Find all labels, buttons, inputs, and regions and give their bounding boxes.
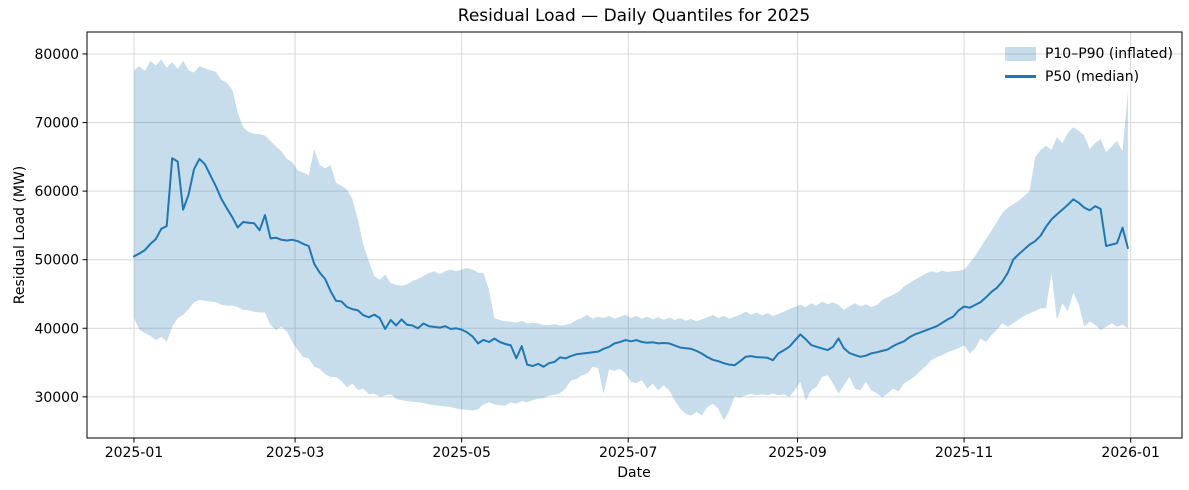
x-tick-label: 2025-11	[935, 445, 994, 461]
y-tick-label: 50000	[34, 253, 79, 269]
y-tick-label: 80000	[34, 47, 79, 63]
y-tick-label: 70000	[34, 116, 79, 132]
chart-title: Residual Load — Daily Quantiles for 2025	[457, 6, 811, 26]
plot-border	[86, 31, 1183, 439]
median-line	[133, 157, 1129, 368]
legend-item-band: P10–P90 (inflated)	[1004, 45, 1173, 62]
y-tick-label: 60000	[34, 184, 79, 200]
quantile-band	[134, 59, 1128, 421]
x-tick-label: 2025-03	[266, 445, 325, 461]
y-axis-label: Residual Load (MW)	[12, 165, 28, 305]
band-swatch	[1004, 46, 1036, 61]
line-swatch	[1004, 75, 1036, 78]
x-tick-label: 2025-01	[105, 445, 164, 461]
y-tick-label: 30000	[34, 390, 79, 406]
legend: P10–P90 (inflated) P50 (median)	[1004, 45, 1173, 85]
legend-label-band: P10–P90 (inflated)	[1044, 45, 1173, 62]
legend-label-median: P50 (median)	[1044, 68, 1140, 85]
x-axis-label: Date	[617, 465, 651, 481]
x-tick-label: 2025-09	[768, 445, 827, 461]
x-tick-label: 2025-05	[432, 445, 491, 461]
x-tick-label: 2025-07	[599, 445, 658, 461]
legend-item-median: P50 (median)	[1004, 68, 1173, 85]
y-tick-label: 40000	[34, 321, 79, 337]
x-tick-label: 2026-01	[1101, 445, 1160, 461]
